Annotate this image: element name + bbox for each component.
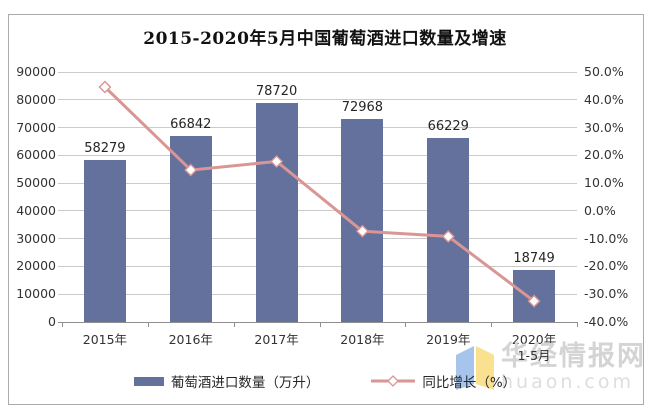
right-axis-tick-label: 20.0% xyxy=(584,147,624,163)
right-axis-tick-label: -10.0% xyxy=(584,230,629,246)
left-axis-tick-label: 30000 xyxy=(16,230,56,246)
right-axis-tick-label: -20.0% xyxy=(584,258,629,274)
legend-label-bar: 葡萄酒进口数量（万升） xyxy=(170,375,320,391)
bar-value-label: 78720 xyxy=(255,84,298,100)
x-axis-tick xyxy=(491,322,493,327)
growth-marker-icon xyxy=(270,154,284,168)
x-axis-tick xyxy=(319,322,321,327)
right-axis-tick-label: 50.0% xyxy=(584,64,624,79)
right-axis-tick-label: -40.0% xyxy=(584,314,629,329)
bar-value-label: 66842 xyxy=(170,117,212,133)
left-axis-tick-label: 60000 xyxy=(16,147,56,163)
bar-2017年 xyxy=(255,103,298,322)
gridline xyxy=(58,127,577,129)
bar-value-label: 66229 xyxy=(427,119,469,135)
chart-title: 2015-2020年5月中国葡萄酒进口数量及增速 xyxy=(143,29,507,49)
left-axis-tick-label: 40000 xyxy=(16,202,56,218)
gridline xyxy=(58,71,577,73)
x-axis-tick xyxy=(405,322,407,327)
gridline xyxy=(58,182,577,184)
growth-line xyxy=(103,85,536,303)
right-axis-tick-label: 0.0% xyxy=(584,202,616,218)
bar-2015年 xyxy=(83,160,126,322)
gridline xyxy=(58,238,577,240)
line-series-swatch-icon xyxy=(371,375,416,387)
x-axis-category-label: 2020年 xyxy=(511,332,557,347)
bar-value-label: 58279 xyxy=(84,141,126,157)
bar-value-label: 72968 xyxy=(341,100,384,116)
x-axis-category-label: 2019年 xyxy=(426,332,471,347)
legend-item-line: 同比增长（%） xyxy=(371,371,516,391)
legend: 葡萄酒进口数量（万升） 同比增长（%） xyxy=(0,371,650,391)
right-axis-tick-label: 30.0% xyxy=(584,119,624,135)
growth-marker-icon xyxy=(184,163,198,177)
x-axis-category-sublabel: 1-5月 xyxy=(517,348,551,363)
growth-marker-icon xyxy=(355,224,369,238)
watermark-brand: 华经情报网 xyxy=(501,341,646,372)
x-axis-tick xyxy=(62,322,63,327)
left-axis-tick-label: 80000 xyxy=(16,91,56,107)
x-axis-category-label: 2017年 xyxy=(254,332,299,347)
bar-series-swatch-icon xyxy=(133,376,164,386)
growth-line-series xyxy=(98,80,541,308)
growth-marker-icon xyxy=(441,229,455,243)
growth-marker-icon xyxy=(527,294,541,308)
watermark: 华经情报网 huaon.com xyxy=(453,343,646,393)
left-axis-tick-label: 50000 xyxy=(16,175,56,191)
left-axis-tick-label: 90000 xyxy=(16,64,56,79)
x-axis-tick xyxy=(233,322,235,327)
right-axis-tick-label: 40.0% xyxy=(584,91,624,107)
x-axis-category-label: 2016年 xyxy=(168,332,213,347)
left-axis-tick-label: 0 xyxy=(48,314,56,329)
growth-marker-icon xyxy=(98,80,112,94)
right-axis-tick-label: 10.0% xyxy=(584,175,624,191)
gridline xyxy=(58,99,577,101)
watermark-domain: huaon.com xyxy=(501,371,635,393)
left-axis-tick-label: 10000 xyxy=(16,286,56,302)
left-axis-tick-label: 20000 xyxy=(16,258,56,274)
x-axis-tick xyxy=(577,322,578,327)
left-axis-tick-label: 70000 xyxy=(16,119,56,135)
x-axis-line xyxy=(58,322,577,323)
gridline xyxy=(58,154,577,156)
right-axis-tick-label: -30.0% xyxy=(584,286,629,302)
gridline xyxy=(58,210,577,212)
gridline xyxy=(58,265,577,267)
legend-label-line: 同比增长（%） xyxy=(422,375,517,391)
x-axis-category-label: 2015年 xyxy=(82,332,128,347)
x-axis-tick xyxy=(147,322,149,327)
bar-value-label: 18749 xyxy=(513,250,555,266)
chart-frame xyxy=(8,14,644,405)
legend-item-bar: 葡萄酒进口数量（万升） xyxy=(133,371,320,391)
huaon-logo-icon xyxy=(456,346,494,390)
watermark-text: 华经情报网 huaon.com xyxy=(501,341,646,394)
x-axis-category-label: 2018年 xyxy=(340,332,385,347)
gridline xyxy=(58,293,577,295)
